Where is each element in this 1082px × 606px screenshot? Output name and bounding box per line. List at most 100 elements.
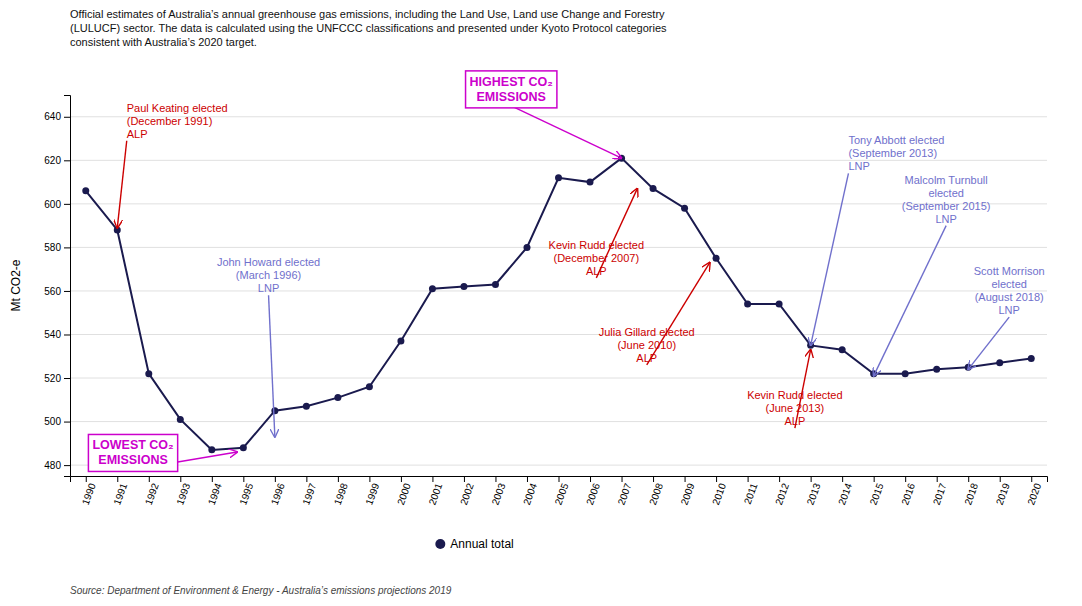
annotation: Scott Morrisonelected(August 2018)LNP (974, 265, 1045, 316)
tick: 1993 (174, 476, 192, 506)
tick-label: 2010 (710, 481, 728, 506)
tick: 2012 (773, 476, 791, 506)
point (271, 407, 278, 414)
tick-label: 2013 (805, 481, 823, 506)
tick-mark (1000, 476, 1001, 482)
tick-mark (937, 476, 938, 482)
highlight: HIGHEST CO₂EMISSIONS (466, 71, 557, 108)
tick: 2004 (521, 476, 539, 506)
point (177, 416, 184, 423)
tick: 500 (44, 416, 70, 427)
tick-label: 1990 (80, 481, 98, 506)
tick-mark (306, 476, 307, 482)
tick-label: 1996 (269, 481, 287, 506)
point (208, 446, 215, 453)
tick-mark (64, 204, 70, 205)
point (618, 155, 625, 162)
annotation-arrow (269, 295, 275, 437)
grid-line (70, 334, 1047, 335)
point (713, 255, 720, 262)
tick-label: 2000 (395, 481, 413, 506)
annotation-arrow (811, 173, 849, 345)
tick: 2010 (710, 476, 728, 506)
tick-mark (527, 476, 528, 482)
tick-mark (748, 476, 749, 482)
tick-mark (464, 476, 465, 482)
legend-swatch (435, 539, 445, 549)
tick-label: 2017 (931, 481, 949, 506)
tick-mark (64, 117, 70, 118)
point (776, 301, 783, 308)
tick-label: 2014 (836, 481, 854, 506)
tick: 2002 (458, 476, 476, 506)
tick-label: 2001 (426, 481, 444, 506)
annotation: Kevin Rudd elected(June 2013)ALP (747, 389, 842, 427)
tick: 2017 (931, 476, 949, 506)
tick-label: 1998 (332, 481, 350, 506)
point (460, 283, 467, 290)
point (1028, 355, 1035, 362)
tick-mark (811, 476, 812, 482)
point (650, 185, 657, 192)
tick: 2001 (426, 476, 444, 506)
annotation-arrow (511, 106, 621, 158)
tick: 1990 (80, 476, 98, 506)
grid-line (70, 160, 1047, 161)
tick-mark (64, 465, 70, 466)
tick: 2018 (962, 476, 980, 506)
tick-mark (117, 476, 118, 482)
point (933, 366, 940, 373)
tick: 2005 (552, 476, 570, 506)
annotation: Kevin Rudd elected(December 2007)ALP (549, 239, 644, 277)
tick: 1992 (143, 476, 161, 506)
tick-mark (369, 476, 370, 482)
annotation-arrow (117, 141, 126, 228)
annotation-arrow (874, 226, 946, 376)
tick-label: 2019 (994, 481, 1012, 506)
tick-label: 2012 (773, 481, 791, 506)
tick-label: 2015 (868, 481, 886, 506)
point (145, 370, 152, 377)
line (86, 158, 1031, 450)
tick-label: 2008 (647, 481, 665, 506)
tick-label: 2002 (458, 481, 476, 506)
point (240, 444, 247, 451)
point (681, 205, 688, 212)
legend: Annual total (435, 537, 513, 551)
tick: 540 (44, 329, 70, 340)
point (82, 187, 89, 194)
tick-mark (622, 476, 623, 482)
tick-label: 560 (44, 286, 61, 297)
tick-label: 2006 (584, 481, 602, 506)
tick: 2009 (679, 476, 697, 506)
annotation: Paul Keating elected(December 1991)ALP (127, 102, 228, 140)
annotation: Julia Gillard elected(June 2010)ALP (599, 326, 695, 364)
tick-label: 1991 (111, 481, 129, 506)
tick-mark (86, 476, 87, 482)
annotation-label: Scott Morrisonelected(August 2018)LNP (974, 265, 1045, 316)
tick-mark (432, 476, 433, 482)
tick-label: 2005 (552, 481, 570, 506)
tick-mark (338, 476, 339, 482)
grid-line (70, 203, 1047, 204)
tick-mark (64, 160, 70, 161)
tick-label: 1993 (174, 481, 192, 506)
annotation-arrows (117, 106, 1009, 470)
tick: 1994 (206, 476, 224, 506)
tick-mark (874, 476, 875, 482)
tick-label: 600 (44, 199, 61, 210)
tick: 2007 (616, 476, 634, 506)
y-axis-title: Mt CO2-e (9, 259, 23, 311)
point (366, 383, 373, 390)
highlight-box (466, 71, 557, 108)
tick-label: 2004 (521, 481, 539, 506)
point (397, 338, 404, 345)
point (996, 359, 1003, 366)
tick-label: 620 (44, 155, 61, 166)
tick: 2014 (836, 476, 854, 506)
point (555, 174, 562, 181)
annotations: Paul Keating elected(December 1991)ALPJo… (88, 71, 1044, 472)
grid-line (70, 290, 1047, 291)
point (429, 285, 436, 292)
chart: 4805005205405605806006206401990199119921… (0, 0, 1082, 606)
